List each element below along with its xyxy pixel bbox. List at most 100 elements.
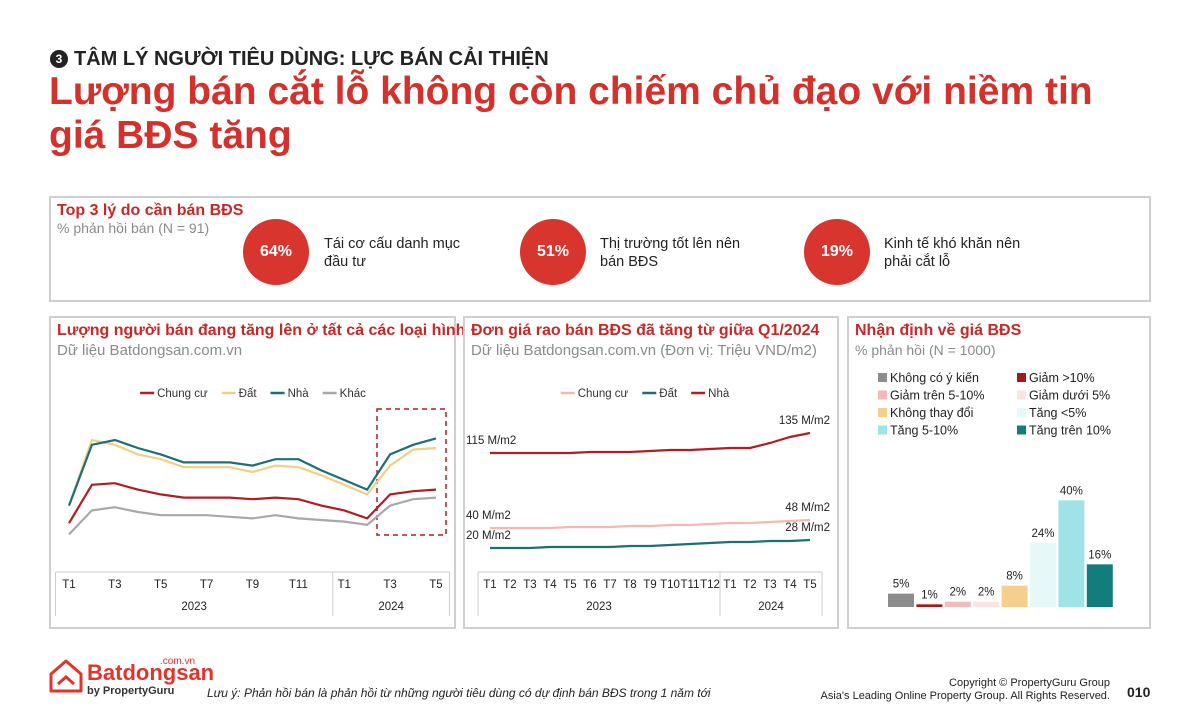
section-number: 3: [50, 50, 68, 68]
x-tick-label: T3: [523, 579, 536, 591]
legend-label: Nhà: [708, 388, 730, 400]
value-label: 115 M/m2: [466, 435, 516, 447]
legend: Chung cư Đất Nhà: [560, 388, 730, 400]
legend-label: Giảm >10%: [1029, 371, 1095, 385]
series-line: [68, 496, 437, 536]
legend-label: Tăng 5-10%: [890, 424, 958, 438]
bar: [944, 601, 971, 607]
x-tick-label: T2: [503, 579, 516, 591]
chart-subtitle: Dữ liệu Batdongsan.com.vn: [57, 342, 243, 359]
legend-label: Nhà: [288, 388, 310, 400]
legend-swatch: [1017, 425, 1026, 435]
x-tick-label: T7: [603, 579, 616, 591]
value-label: 2%: [978, 587, 995, 599]
x-tick-label: T5: [803, 579, 816, 591]
chart-subtitle: Dữ liệu Batdongsan.com.vn (Đơn vị: Triệu…: [471, 342, 817, 359]
x-tick-label: T5: [429, 579, 442, 591]
bar: [1086, 564, 1113, 607]
value-label: 40%: [1060, 485, 1083, 497]
rights: Asia's Leading Online Property Group. Al…: [820, 690, 1110, 702]
legend-label: Tăng trên 10%: [1029, 424, 1111, 438]
chart-title: Đơn giá rao bán BĐS đã tăng từ giữa Q1/2…: [471, 322, 820, 339]
x-group-label: 2023: [586, 601, 612, 613]
x-group-label: 2024: [758, 601, 784, 613]
legend-label: Chung cư: [578, 388, 629, 400]
legend-swatch: [878, 390, 887, 400]
value-label: 8%: [1006, 571, 1023, 583]
footnote: Lưu ý: Phản hồi bán là phản hồi từ những…: [207, 686, 711, 700]
x-tick-label: T6: [583, 579, 596, 591]
legend-label: Không có ý kiến: [890, 371, 979, 385]
legend-label: Chung cư: [157, 388, 208, 400]
chart-title: Nhận định về giá BĐS: [855, 322, 1022, 339]
chart-panel: Nhận định về giá BĐS % phản hồi (N = 100…: [847, 316, 1151, 629]
x-tick-label: T3: [763, 579, 776, 591]
reason-text: Thị trường tốt lên nên bán BĐS: [600, 236, 741, 270]
bar: [1001, 585, 1028, 607]
logo-by: by PropertyGuru: [87, 685, 175, 697]
value-label: 135 M/m2: [779, 415, 830, 427]
reasons-subtitle: % phản hồi bán (N = 91): [57, 220, 210, 236]
x-tick-label: T1: [338, 579, 351, 591]
x-group-label: 2023: [181, 601, 207, 613]
legend-swatch: [1017, 408, 1026, 417]
legend-swatch: [1017, 390, 1026, 400]
highlight-box: [376, 408, 447, 536]
value-label: 16%: [1088, 549, 1111, 561]
x-tick-label: T7: [200, 579, 213, 591]
page-number: 010: [1127, 684, 1151, 700]
series-line: [490, 431, 811, 455]
bar: [1058, 500, 1085, 607]
logo-domain: .com.vn: [160, 656, 196, 667]
x-tick-label: T12: [700, 579, 720, 591]
value-label: 5%: [893, 579, 910, 591]
chart-panel: Lượng người bán đang tăng lên ở tất cả c…: [49, 316, 465, 629]
chart: Chung cư Đất Nhà 40 M/m2 48 M/m2 20 M/m2 28 M/…: [466, 388, 830, 616]
kicker: TÂM LÝ NGƯỜI TIÊU DÙNG: LỰC BÁN CẢI THIỆ…: [74, 48, 549, 70]
legend-label: Giảm trên 5-10%: [890, 389, 984, 403]
x-tick-label: T1: [483, 579, 496, 591]
x-tick-label: T5: [563, 579, 576, 591]
legend-label: Tăng <5%: [1029, 406, 1086, 420]
value-label: 2%: [949, 587, 966, 599]
value-label: 48 M/m2: [785, 502, 830, 514]
legend-swatch: [878, 408, 887, 417]
legend-swatch: [878, 425, 887, 435]
x-tick-label: T4: [783, 579, 797, 591]
series-line: [67, 437, 437, 506]
legend-label: Không thay đổi: [890, 406, 973, 420]
page-title: Lượng bán cắt lỗ không còn chiếm chủ đạo…: [49, 70, 1093, 157]
x-tick-label: T1: [723, 579, 736, 591]
chart-subtitle: % phản hồi (N = 1000): [855, 342, 996, 358]
reason-text: Tái cơ cấu danh mục đầu tư: [324, 236, 461, 270]
x-tick-label: T9: [643, 579, 656, 591]
reason-value: 64%: [243, 219, 309, 285]
reason-value: 19%: [804, 219, 870, 285]
x-tick-label: T11: [289, 579, 308, 591]
bar: [888, 593, 914, 607]
chart-title: Lượng người bán đang tăng lên ở tất cả c…: [57, 322, 466, 339]
copyright: Copyright © PropertyGuru Group: [949, 677, 1110, 689]
x-tick-label: T11: [681, 579, 700, 591]
chart: Không có ý kiến Giảm >10% Giảm trên 5-10% G…: [878, 371, 1113, 607]
legend-swatch: [878, 373, 887, 382]
reasons-title: Top 3 lý do cần bán BĐS: [57, 202, 244, 219]
legend-label: Đất: [239, 388, 258, 400]
value-label: 28 M/m2: [785, 522, 830, 534]
x-tick-label: T5: [154, 579, 167, 591]
series-line: [490, 518, 811, 530]
legend: Chung cư Đất Nhà Khác: [140, 388, 366, 400]
value-label: 40 M/m2: [466, 510, 511, 522]
x-tick-label: T4: [543, 579, 557, 591]
legend-swatch: [1017, 373, 1026, 382]
x-tick-label: T3: [383, 579, 396, 591]
value-label: 20 M/m2: [466, 530, 511, 542]
series-line: [68, 482, 437, 524]
x-tick-label: T2: [743, 579, 756, 591]
bar: [916, 604, 943, 607]
value-label: 24%: [1031, 528, 1054, 540]
legend-label: Đất: [659, 388, 678, 400]
reason-value: 51%: [520, 219, 586, 285]
chart-panel: Đơn giá rao bán BĐS đã tăng từ giữa Q1/2…: [463, 316, 839, 629]
